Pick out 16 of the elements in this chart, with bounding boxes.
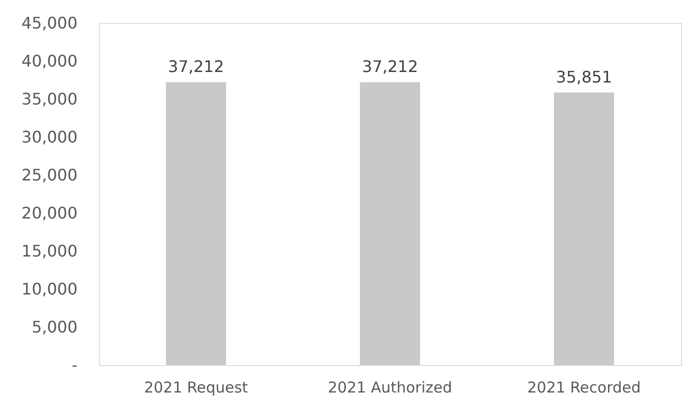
x-tick-label: 2021 Authorized xyxy=(328,378,452,396)
y-tick-label: 45,000 xyxy=(22,14,78,32)
x-tick-label: 2021 Recorded xyxy=(527,378,641,396)
data-label: 37,212 xyxy=(362,57,418,76)
y-tick-label: 15,000 xyxy=(22,242,78,260)
y-tick-label: - xyxy=(72,356,78,374)
data-label: 35,851 xyxy=(556,68,612,87)
y-tick-label: 25,000 xyxy=(22,166,78,184)
y-tick-label: 20,000 xyxy=(22,204,78,222)
x-tick-label: 2021 Request xyxy=(144,378,248,396)
data-label: 37,212 xyxy=(168,57,224,76)
y-tick-label: 40,000 xyxy=(22,52,78,70)
y-tick-label: 10,000 xyxy=(22,280,78,298)
y-tick-label: 30,000 xyxy=(22,128,78,146)
y-tick-label: 35,000 xyxy=(22,90,78,108)
y-tick-label: 5,000 xyxy=(32,318,78,336)
